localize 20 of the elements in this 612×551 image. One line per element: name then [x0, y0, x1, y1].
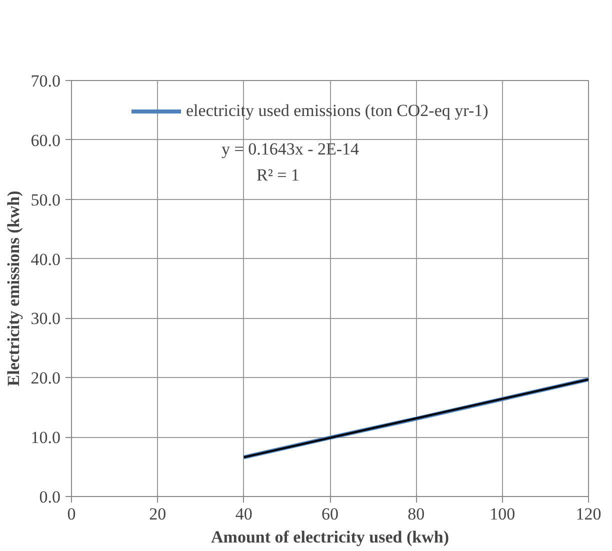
y-tick-label: 50.0: [30, 190, 60, 210]
y-tick-label: 10.0: [30, 428, 60, 448]
annotation: R² = 1: [256, 166, 300, 184]
y-tick-label: 70.0: [30, 72, 60, 90]
y-tick-label: 0.0: [39, 488, 60, 506]
x-tick-label: 120: [576, 504, 602, 524]
x-tick-label: 20: [149, 504, 166, 524]
x-tick-label: 0: [67, 504, 76, 524]
legend-label: electricity used emissions (ton CO2-eq yr-1): [186, 101, 488, 121]
annotation: y = 0.1643x - 2E-14: [222, 140, 360, 158]
y-tick-label: 30.0: [30, 309, 60, 328]
y-tick-label: 20.0: [30, 368, 60, 388]
x-tick-label: 80: [408, 504, 425, 524]
x-tick-label: 60: [322, 504, 338, 524]
x-tick-label: 40: [235, 504, 252, 524]
x-axis-title: Amount of electricity used (kwh): [211, 528, 449, 546]
y-axis-title: Electricity emissions (kwh): [4, 190, 23, 386]
y-tick-label: 60.0: [30, 130, 60, 150]
x-tick-label: 100: [490, 504, 516, 524]
y-tick-label: 40.0: [30, 250, 60, 269]
